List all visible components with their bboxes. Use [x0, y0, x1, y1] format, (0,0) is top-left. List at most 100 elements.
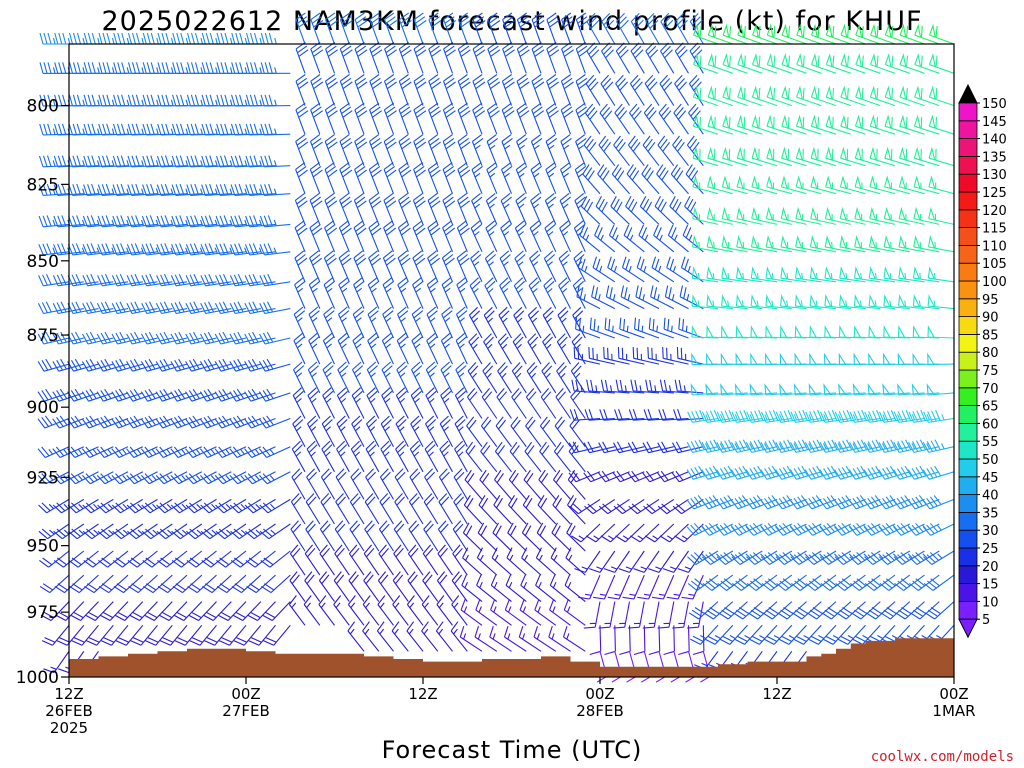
wind-barb	[229, 415, 262, 429]
wind-barb	[334, 520, 350, 552]
wind-barb	[643, 103, 660, 135]
colorbar-bin	[958, 280, 978, 300]
wind-barb	[707, 53, 733, 74]
wind-barb	[38, 183, 70, 196]
wind-barb	[840, 85, 866, 107]
wind-barb	[536, 522, 557, 552]
wind-barb	[868, 235, 896, 253]
wind-barb	[824, 235, 851, 253]
wind-barb	[573, 346, 601, 365]
wind-barb	[570, 362, 586, 394]
wind-barb	[808, 624, 837, 645]
wind-barb	[428, 74, 442, 106]
wind-barb	[423, 520, 439, 552]
wind-barb	[323, 250, 337, 283]
wind-barb	[648, 317, 674, 339]
wind-barb	[427, 134, 441, 166]
wind-barb	[126, 498, 158, 514]
wind-barb	[559, 192, 572, 225]
wind-barb	[354, 41, 368, 74]
wind-barb	[571, 523, 601, 543]
wind-barb	[507, 522, 527, 552]
colorbar-label: 145	[982, 115, 1007, 130]
y-tick-label: 900	[27, 398, 59, 418]
wind-barb	[260, 62, 291, 74]
wind-barb	[765, 325, 792, 339]
wind-barb	[688, 74, 704, 106]
wind-barb	[636, 256, 660, 283]
wind-barb	[600, 379, 630, 394]
wind-barb	[339, 102, 353, 135]
wind-barb	[500, 162, 513, 194]
wind-barb	[468, 306, 483, 339]
wind-barb	[674, 42, 689, 74]
wind-barb	[840, 53, 866, 74]
wind-barb	[337, 361, 350, 394]
wind-barb	[603, 550, 630, 573]
wind-barb	[442, 134, 456, 166]
wind-barb	[922, 439, 955, 453]
wind-barb	[54, 574, 85, 594]
wind-barb	[883, 294, 910, 310]
wind-barb	[701, 522, 734, 536]
wind-barb	[366, 361, 380, 394]
colorbar-label: 45	[982, 471, 999, 486]
wind-barb	[745, 495, 778, 510]
wind-barb	[411, 361, 424, 394]
wind-barb	[598, 470, 630, 483]
wind-barb	[397, 250, 411, 283]
wind-barb	[82, 273, 114, 287]
wind-barb	[83, 123, 114, 136]
wind-barb	[382, 306, 395, 339]
wind-barb	[521, 522, 542, 552]
wind-barb	[599, 409, 630, 421]
wind-barb	[140, 446, 173, 459]
wind-barb	[67, 273, 99, 287]
wind-barb	[384, 12, 398, 45]
wind-barb	[155, 415, 188, 429]
wind-barb	[848, 522, 881, 536]
wind-barb	[38, 215, 70, 228]
wind-barb	[323, 277, 336, 309]
wind-barb	[462, 547, 483, 576]
wind-barb	[307, 361, 321, 394]
wind-barb	[688, 103, 704, 135]
wind-barb	[476, 574, 498, 603]
y-tick-label: 825	[27, 175, 59, 195]
wind-barb	[608, 224, 630, 253]
wind-barb	[907, 495, 940, 510]
wind-barb	[425, 361, 439, 394]
colorbar-bin	[958, 191, 978, 211]
wind-barb	[413, 41, 427, 74]
wind-barb	[354, 12, 368, 45]
wind-barb	[350, 440, 365, 473]
wind-barb	[68, 155, 99, 168]
wind-barb	[214, 471, 247, 485]
wind-barb	[549, 599, 571, 626]
wind-barb	[692, 114, 719, 135]
wind-barb	[398, 41, 412, 74]
wind-barb	[244, 301, 276, 315]
wind-barb	[469, 277, 483, 309]
wind-barb	[790, 409, 822, 423]
wind-barb	[765, 235, 792, 253]
wind-barb	[578, 574, 601, 600]
wind-barb	[412, 250, 426, 283]
wind-barb	[538, 469, 557, 500]
wind-barb	[305, 493, 321, 525]
wind-barb	[716, 409, 748, 423]
wind-barb	[438, 493, 453, 525]
wind-barb	[513, 306, 527, 339]
wind-barb	[426, 332, 439, 365]
wind-barb	[366, 387, 380, 419]
wind-barb	[261, 574, 291, 594]
wind-barb	[214, 446, 247, 459]
wind-barb	[258, 358, 291, 372]
wind-barb	[480, 441, 498, 473]
wind-barb	[484, 250, 498, 283]
wind-barb	[451, 595, 468, 626]
wind-barb	[396, 332, 409, 365]
wind-barb	[542, 306, 557, 339]
wind-barb	[615, 74, 630, 106]
wind-barb	[442, 102, 456, 135]
